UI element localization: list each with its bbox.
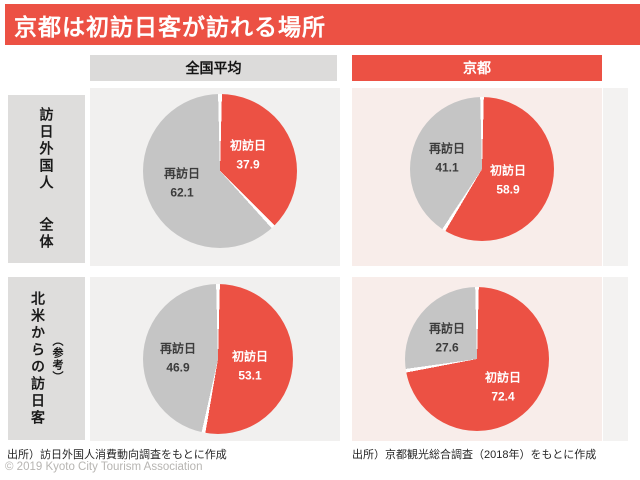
pie-label-first-visit: 初訪日 53.1: [232, 347, 268, 384]
slice-value: 46.9: [166, 360, 190, 374]
slice-value: 37.9: [236, 157, 260, 171]
source-note-kyoto: 出所）京都観光総合調査（2018年）をもとに作成: [352, 449, 597, 461]
source-note-national: 出所）訪日外国人消費動向調査をもとに作成: [7, 449, 227, 461]
slice-value: 41.1: [435, 160, 459, 174]
slice-label: 初訪日: [484, 370, 522, 385]
column-header-national: 全国平均: [90, 55, 337, 81]
column-header-national-label: 全国平均: [185, 60, 242, 76]
pie-label-first-visit: 初訪日 37.9: [230, 136, 266, 173]
title-banner: 京都は初訪日客が訪れる場所: [5, 4, 640, 45]
pie-label-first-visit: 初訪日 58.9: [490, 161, 526, 198]
page-title: 京都は初訪日客が訪れる場所: [14, 13, 326, 40]
panel-kyoto-all: 再訪日 41.1 初訪日 58.9: [352, 88, 602, 266]
slice-label: 再訪日: [428, 141, 466, 156]
right-edge-strip-row1: [603, 88, 628, 266]
pie-chart-kyoto-north-america: 再訪日 27.6 初訪日 72.4: [405, 287, 549, 431]
row-label-all-visitors-text: 訪日外国人 全体: [37, 107, 57, 251]
pie-chart-national-all: 初訪日 37.9 再訪日 62.1: [143, 94, 297, 248]
pie-chart-kyoto-all: 再訪日 41.1 初訪日 58.9: [410, 97, 554, 241]
pie-label-repeat-visit: 再訪日 46.9: [160, 339, 196, 376]
slice-value: 58.9: [496, 182, 520, 196]
slice-label: 再訪日: [163, 166, 201, 181]
column-header-kyoto: 京都: [352, 55, 602, 81]
row-label-north-america: 北米からの訪日客 （参考）: [8, 277, 85, 440]
copyright-notice: © 2019 Kyoto City Tourism Association: [5, 461, 203, 473]
panel-national-north-america: 再訪日 46.9 初訪日 53.1: [90, 277, 340, 441]
row-label-north-america-main: 北米からの訪日客: [30, 290, 46, 427]
column-header-kyoto-label: 京都: [463, 60, 491, 76]
pie-label-repeat-visit: 再訪日 27.6: [429, 319, 465, 356]
slice-label: 再訪日: [428, 321, 466, 336]
slice-value: 53.1: [238, 368, 262, 382]
slice-label: 初訪日: [489, 163, 527, 178]
row-label-north-america-sub: （参考）: [51, 334, 63, 383]
row-label-all-visitors: 訪日外国人 全体: [8, 95, 85, 263]
slice-label: 再訪日: [159, 341, 197, 356]
pie-label-repeat-visit: 再訪日 41.1: [429, 139, 465, 176]
row-label-all-sub: 全体: [38, 216, 55, 251]
slice-value: 72.4: [491, 389, 515, 403]
pie-label-repeat-visit: 再訪日 62.1: [164, 164, 200, 201]
slice-value: 27.6: [435, 340, 459, 354]
panel-national-all: 初訪日 37.9 再訪日 62.1: [90, 88, 340, 266]
pie-label-first-visit: 初訪日 72.4: [485, 368, 521, 405]
panel-kyoto-north-america: 再訪日 27.6 初訪日 72.4: [352, 277, 602, 441]
slice-label: 初訪日: [229, 138, 267, 153]
pie-chart-national-north-america: 再訪日 46.9 初訪日 53.1: [143, 284, 293, 434]
slice-value: 62.1: [170, 185, 194, 199]
row-label-all-main: 訪日外国人: [38, 107, 55, 193]
right-edge-strip-row2: [603, 277, 628, 441]
slice-label: 初訪日: [231, 349, 269, 364]
